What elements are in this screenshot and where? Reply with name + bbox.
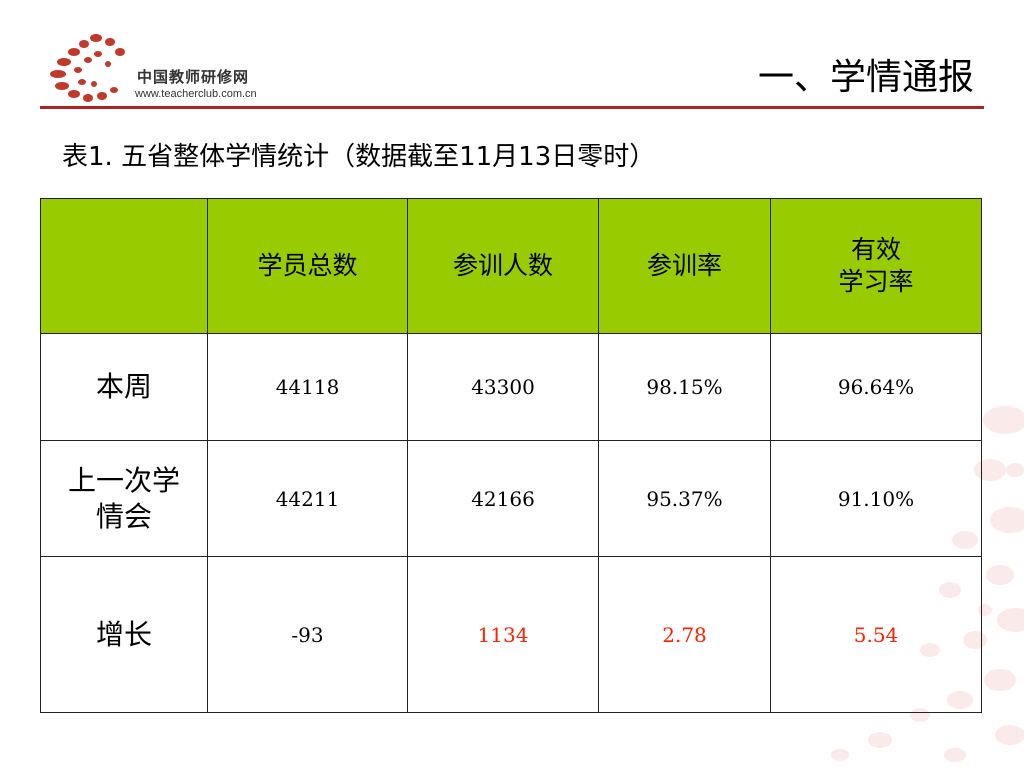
table-cell: 44211 bbox=[207, 440, 408, 557]
logo bbox=[48, 30, 308, 106]
table-cell: 44118 bbox=[207, 333, 408, 441]
row-label: 上一次学 情会 bbox=[40, 440, 208, 557]
table-cell: 95.37% bbox=[598, 440, 771, 557]
header-cell-participants: 参训人数 bbox=[407, 198, 599, 334]
header-cell-total-students: 学员总数 bbox=[207, 198, 408, 334]
table-row: 上一次学 情会 44211 42166 95.37% 91.10% bbox=[40, 440, 982, 557]
table-cell: -93 bbox=[207, 556, 408, 713]
logo-name: 中国教师研修网 bbox=[137, 68, 250, 86]
table-cell-highlight: 1134 bbox=[407, 556, 599, 713]
table-cell: 96.64% bbox=[770, 333, 982, 441]
stats-table: 学员总数 参训人数 参训率 有效 学习率 本周 44118 43300 98.1… bbox=[40, 198, 982, 713]
table-row: 本周 44118 43300 98.15% 96.64% bbox=[40, 333, 982, 441]
header-cell-participation-rate: 参训率 bbox=[598, 198, 771, 334]
table-cell: 42166 bbox=[407, 440, 599, 557]
table-cell-highlight: 5.54 bbox=[770, 556, 982, 713]
row-label: 本周 bbox=[40, 333, 208, 441]
table-cell-highlight: 2.78 bbox=[598, 556, 771, 713]
logo-mark-icon bbox=[50, 34, 125, 102]
logo-url: www.teacherclub.com.cn bbox=[135, 88, 257, 100]
table-header-row: 学员总数 参训人数 参训率 有效 学习率 bbox=[40, 198, 982, 334]
table-cell: 91.10% bbox=[770, 440, 982, 557]
header-cell-empty bbox=[40, 198, 208, 334]
table-caption: 表1. 五省整体学情统计（数据截至11月13日零时） bbox=[62, 142, 656, 172]
table-row: 增长 -93 1134 2.78 5.54 bbox=[40, 556, 982, 713]
section-title: 一、学情通报 bbox=[757, 57, 974, 98]
row-label: 增长 bbox=[40, 556, 208, 713]
header-cell-effective-rate: 有效 学习率 bbox=[770, 198, 982, 334]
table-cell: 98.15% bbox=[598, 333, 771, 441]
header-divider bbox=[40, 106, 984, 109]
table-cell: 43300 bbox=[407, 333, 599, 441]
